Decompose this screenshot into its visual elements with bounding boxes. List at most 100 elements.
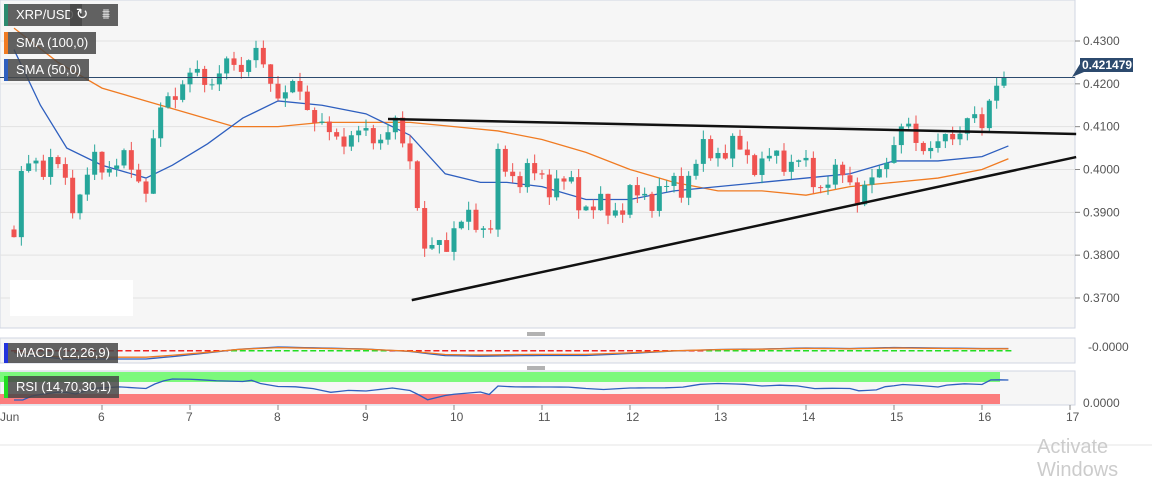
- macd-histogram-bar: [882, 350, 889, 352]
- macd-label[interactable]: MACD (12,26,9): [4, 343, 118, 363]
- macd-histogram-bar: [442, 350, 449, 352]
- candle: [48, 157, 54, 177]
- candle: [165, 96, 171, 108]
- candle: [678, 175, 684, 198]
- macd-histogram-bar: [530, 350, 537, 352]
- candle: [568, 177, 574, 182]
- candle: [341, 136, 347, 147]
- candle: [334, 132, 340, 137]
- candle: [781, 150, 787, 172]
- candle: [737, 135, 743, 150]
- candle: [136, 169, 142, 182]
- sma50-label[interactable]: SMA (50,0): [4, 59, 90, 81]
- pane-resize-handle[interactable]: [527, 332, 545, 370]
- rsi-text: RSI (14,70,30,1): [16, 379, 112, 394]
- macd-histogram-bar: [891, 350, 897, 352]
- macd-histogram-bar: [424, 350, 431, 352]
- candle: [33, 160, 39, 164]
- macd-histogram-bar: [187, 350, 193, 352]
- candle: [414, 161, 420, 209]
- candle: [524, 163, 530, 188]
- candle: [986, 100, 992, 129]
- x-tick-label: 8: [274, 410, 281, 424]
- macd-histogram-bar: [803, 350, 809, 352]
- candle: [539, 173, 545, 175]
- candle: [224, 58, 230, 74]
- candle: [363, 128, 369, 131]
- candle: [803, 157, 809, 161]
- candle: [392, 117, 398, 133]
- x-tick-label: 10: [450, 410, 464, 424]
- macd-histogram-bar: [987, 350, 994, 352]
- candle: [510, 171, 516, 177]
- symbol-label[interactable]: XRP/USD: [4, 4, 82, 26]
- rsi-label[interactable]: RSI (14,70,30,1): [4, 376, 120, 398]
- candle: [121, 150, 127, 166]
- blank-panel: [10, 280, 133, 316]
- candle: [796, 160, 802, 162]
- macd-histogram-bar: [723, 350, 730, 352]
- macd-histogram-bar: [195, 350, 202, 352]
- candle: [18, 170, 24, 238]
- candle: [202, 68, 208, 85]
- candle: [84, 174, 90, 195]
- x-tick-label: 11: [538, 410, 551, 424]
- candle: [935, 141, 941, 148]
- x-tick-label: 9: [362, 410, 369, 424]
- y-tick-label: 0.4300: [1083, 34, 1120, 48]
- trendline: [387, 117, 1077, 136]
- macd-signal-line: [13, 346, 1009, 359]
- rsi-line: [14, 378, 1009, 401]
- candle: [194, 68, 200, 73]
- candle: [832, 164, 838, 185]
- macd-histogram-bar: [363, 350, 369, 352]
- macd-histogram-bar: [371, 350, 378, 352]
- macd-histogram-bar: [820, 350, 827, 352]
- macd-histogram-bar: [292, 350, 299, 352]
- candle: [326, 121, 332, 133]
- macd-histogram-bar: [829, 350, 836, 352]
- candle: [744, 149, 750, 156]
- candle: [231, 58, 237, 65]
- bar-chart-icon[interactable]: ⩩: [94, 4, 118, 26]
- month-label: Jun: [0, 410, 19, 424]
- candle: [994, 85, 1000, 101]
- candle: [466, 209, 472, 222]
- macd-histogram-bar: [495, 350, 501, 352]
- y-tick-label: 0.4100: [1083, 120, 1120, 134]
- macd-histogram-bar: [415, 350, 422, 352]
- macd-histogram-bar: [204, 350, 211, 352]
- macd-histogram-bar: [618, 350, 625, 352]
- macd-histogram-bar: [310, 350, 317, 352]
- candle: [480, 228, 486, 230]
- candle: [1001, 77, 1007, 86]
- candle: [422, 208, 428, 249]
- macd-histogram-bar: [503, 350, 510, 352]
- macd-histogram-bar: [811, 350, 818, 352]
- candle: [158, 107, 164, 139]
- macd-histogram-bar: [565, 350, 572, 352]
- candle: [11, 229, 17, 238]
- main-pane: [0, 0, 1076, 329]
- macd-histogram-bar: [151, 350, 158, 352]
- candle: [876, 169, 882, 178]
- refresh-icon[interactable]: ↻: [70, 4, 94, 26]
- candle: [297, 81, 303, 92]
- candle: [378, 139, 384, 144]
- macd-histogram-bar: [134, 350, 141, 352]
- candle: [209, 84, 215, 86]
- macd-histogram-bar: [952, 350, 959, 352]
- candle: [106, 168, 112, 173]
- price-chart[interactable]: 0.4300 0.4200 0.4100 0.4000 0.3900 0.3800 0.37…: [0, 0, 1162, 452]
- candle: [275, 83, 281, 99]
- sma100-label[interactable]: SMA (100,0): [4, 32, 97, 54]
- candle: [370, 128, 376, 144]
- candle: [583, 206, 589, 211]
- macd-histogram-bar: [741, 350, 748, 352]
- macd-histogram-bar: [979, 350, 985, 352]
- x-tick-label: 14: [802, 410, 816, 424]
- macd-histogram-bar: [706, 350, 713, 352]
- macd-histogram-bar: [547, 350, 554, 352]
- candle: [576, 177, 582, 211]
- sma100-text: SMA (100,0): [16, 35, 89, 50]
